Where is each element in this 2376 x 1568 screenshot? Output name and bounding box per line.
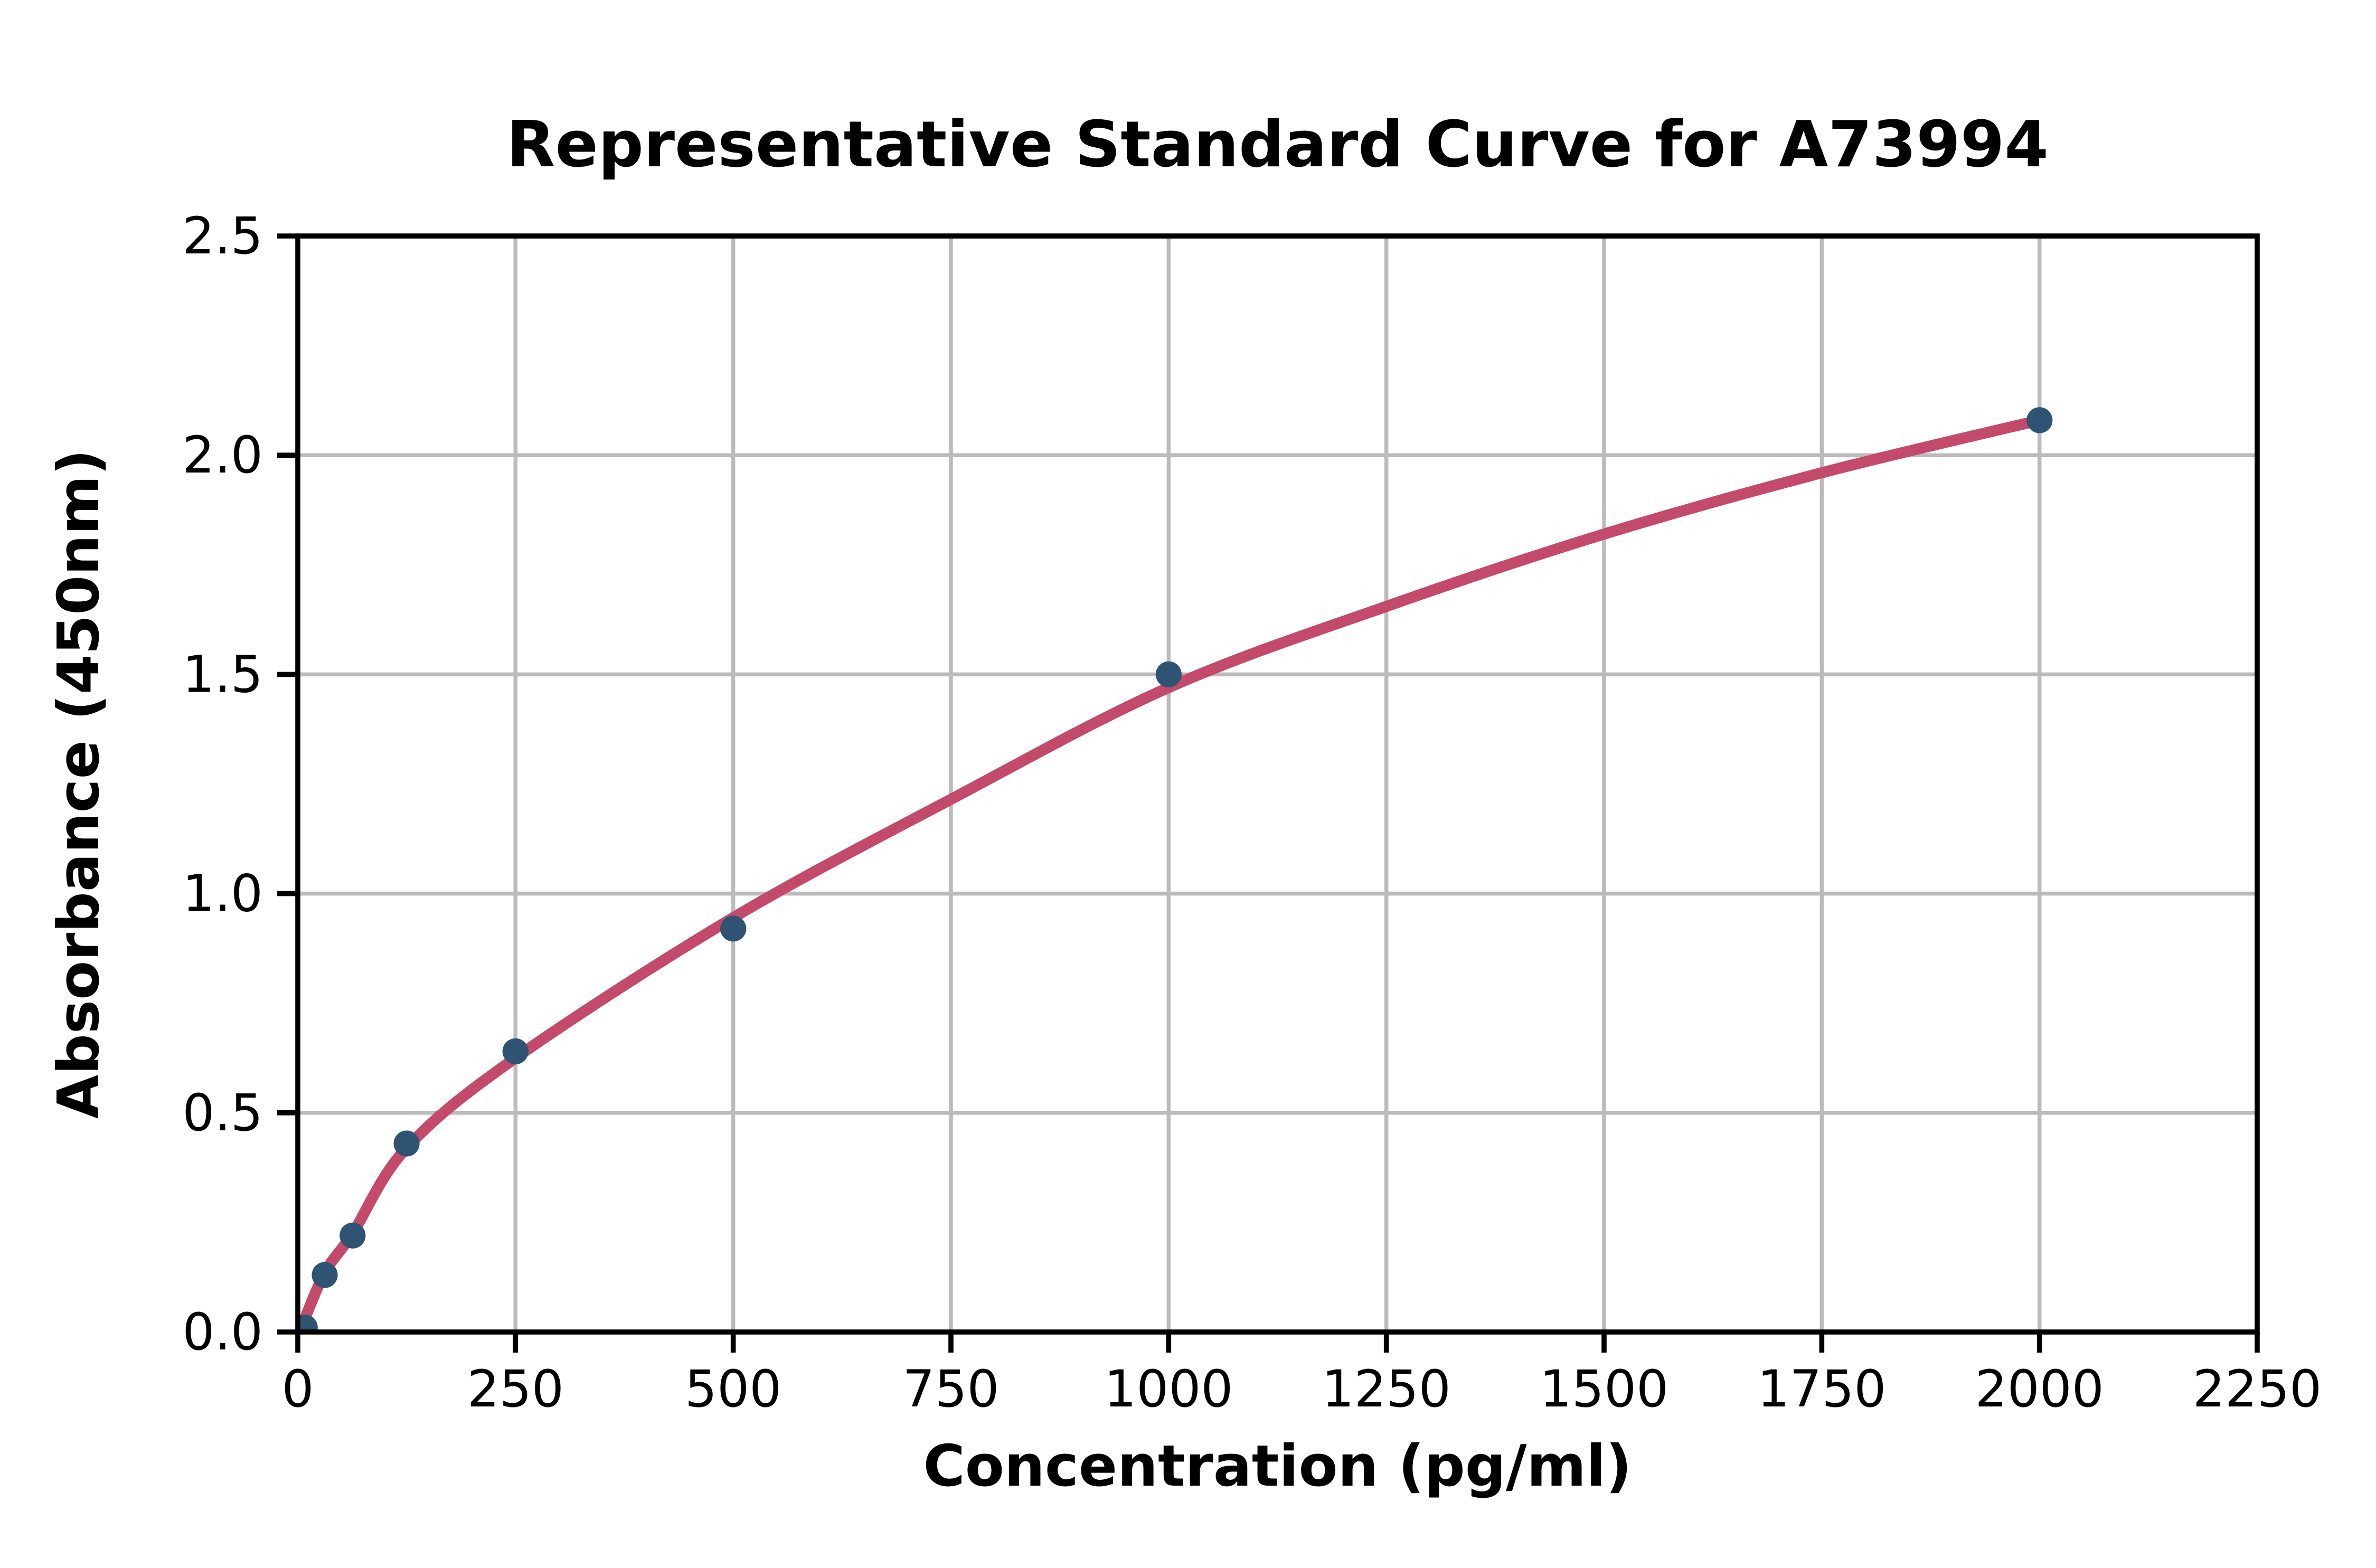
plot-frame bbox=[295, 233, 2260, 1335]
y-tick-label: 1.5 bbox=[182, 645, 263, 704]
data-point bbox=[340, 1222, 366, 1249]
x-tick-label: 1500 bbox=[1540, 1359, 1668, 1419]
x-axis-label: Concentration (pg/ml) bbox=[923, 1433, 1632, 1499]
x-tick-label: 250 bbox=[467, 1359, 564, 1419]
x-tick-label: 1250 bbox=[1322, 1359, 1451, 1419]
data-point bbox=[312, 1262, 338, 1288]
x-tick-label: 500 bbox=[685, 1359, 781, 1419]
data-point bbox=[1155, 661, 1182, 687]
tick-marks bbox=[277, 233, 2260, 1353]
x-tick-label: 1000 bbox=[1104, 1359, 1233, 1419]
tick-labels: 0 250 500 750 1000 1250 1500 1750 2000 2250 0.0 0.5… bbox=[182, 206, 2322, 1419]
data-point bbox=[2026, 407, 2053, 433]
data-point bbox=[502, 1038, 529, 1064]
x-tick-label: 750 bbox=[902, 1359, 999, 1419]
fitted-curve-line bbox=[298, 414, 2045, 1332]
data-points bbox=[298, 407, 2053, 1332]
x-tick-label: 0 bbox=[281, 1359, 314, 1419]
data-point bbox=[720, 915, 747, 942]
x-tick-label: 2000 bbox=[1975, 1359, 2104, 1419]
x-tick-label: 1750 bbox=[1757, 1359, 1886, 1419]
y-tick-label: 0.0 bbox=[182, 1302, 263, 1362]
y-axis-label: Absorbance (450nm) bbox=[46, 449, 112, 1119]
y-tick-label: 2.0 bbox=[182, 426, 263, 485]
x-tick-label: 2250 bbox=[2193, 1359, 2322, 1419]
y-tick-label: 1.0 bbox=[182, 864, 263, 923]
y-tick-label: 0.5 bbox=[182, 1083, 263, 1142]
data-point bbox=[298, 1315, 318, 1332]
data-point bbox=[393, 1130, 420, 1157]
y-tick-label: 2.5 bbox=[182, 206, 263, 266]
chart-title: Representative Standard Curve for A73994 bbox=[506, 108, 2049, 182]
